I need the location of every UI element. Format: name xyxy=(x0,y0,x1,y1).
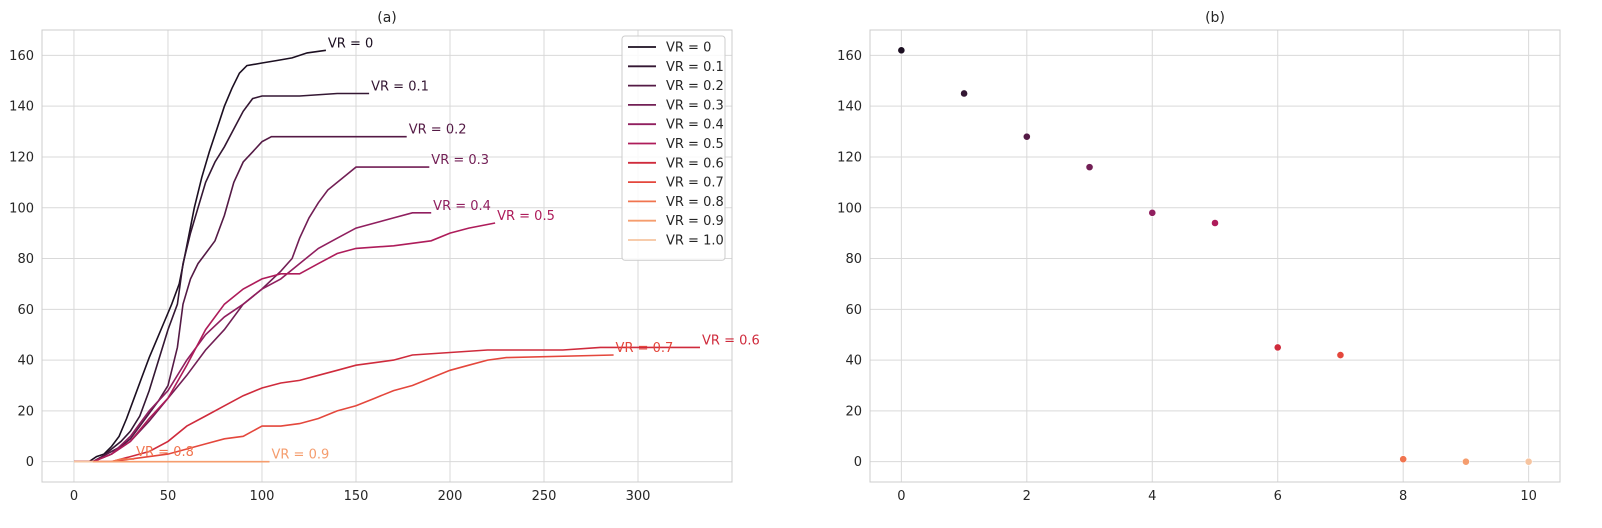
scatter-point xyxy=(1211,219,1219,227)
x-tick-label: 300 xyxy=(626,489,651,504)
series-end-label: VR = 0.7 xyxy=(616,341,674,356)
y-tick-label: 160 xyxy=(837,49,862,64)
x-tick-label: 2 xyxy=(1023,489,1031,504)
x-tick-label: 0 xyxy=(70,489,78,504)
series-line-0 xyxy=(74,49,327,463)
x-tick-label: 250 xyxy=(532,489,557,504)
y-tick-label: 40 xyxy=(845,354,862,369)
series-end-label: VR = 0.3 xyxy=(431,153,489,168)
plot-frame xyxy=(869,29,1561,483)
y-tick-label: 80 xyxy=(845,252,862,267)
scatter-point xyxy=(1462,457,1470,466)
x-tick-label: 0 xyxy=(897,489,905,504)
y-tick-label: 20 xyxy=(845,404,862,419)
legend-entry: VR = 0.9 xyxy=(666,214,724,229)
y-tick-label: 0 xyxy=(854,455,862,470)
chart-title: (a) xyxy=(377,10,397,26)
legend-entry: VR = 0.1 xyxy=(666,60,724,75)
series-end-label: VR = 0.4 xyxy=(433,199,491,214)
panel-a: 0 50 100 150 200 250 300 0 20 40 60 80 100 120 140 160 (… xyxy=(9,10,760,504)
series-end-label: VR = 0 xyxy=(328,36,373,51)
series-end-label: VR = 0.5 xyxy=(497,209,555,224)
x-tick-label: 6 xyxy=(1274,489,1282,504)
legend-entry: VR = 0 xyxy=(666,41,711,56)
scatter-point xyxy=(1524,457,1533,466)
legend-entry: VR = 0.2 xyxy=(666,79,724,94)
series-line-7 xyxy=(74,354,614,463)
x-tick-label: 200 xyxy=(438,489,463,504)
series-end-label: VR = 0.8 xyxy=(136,445,194,460)
y-tick-label: 20 xyxy=(17,404,34,419)
scatter-point xyxy=(1022,132,1031,141)
legend xyxy=(621,35,726,261)
scatter-point xyxy=(960,89,968,98)
y-tick-label: 0 xyxy=(26,455,34,470)
x-tick-label: 100 xyxy=(250,489,275,504)
y-tick-label: 100 xyxy=(837,201,862,216)
series-line-3 xyxy=(74,166,430,463)
scatter-point xyxy=(1148,208,1157,217)
chart-title: (b) xyxy=(1205,10,1225,26)
series-end-label: VR = 0.2 xyxy=(409,123,467,138)
x-tick-label: 8 xyxy=(1399,489,1407,504)
legend-entry: VR = 0.3 xyxy=(666,98,724,113)
series-end-label: VR = 0.6 xyxy=(702,333,760,348)
series-end-label: VR = 0.1 xyxy=(371,79,429,94)
series-line-4 xyxy=(74,212,432,463)
y-tick-label: 140 xyxy=(837,100,862,115)
scatter-point xyxy=(897,46,906,55)
y-tick-label: 120 xyxy=(9,150,34,165)
y-tick-label: 60 xyxy=(17,303,34,318)
y-tick-label: 100 xyxy=(9,201,34,216)
series-line-6 xyxy=(74,346,700,463)
y-tick-label: 80 xyxy=(17,252,34,267)
plot-frame xyxy=(41,29,733,483)
x-tick-label: 4 xyxy=(1148,489,1156,504)
x-tick-label: 10 xyxy=(1520,489,1537,504)
legend-entry: VR = 0.8 xyxy=(666,195,724,210)
legend-entry: VR = 0.7 xyxy=(666,176,724,191)
legend-entry: VR = 0.4 xyxy=(666,118,724,133)
series-line-1 xyxy=(74,92,370,463)
y-tick-label: 140 xyxy=(9,100,34,115)
legend-entry: VR = 0.5 xyxy=(666,137,724,152)
legend-entry: VR = 1.0 xyxy=(666,234,724,249)
scatter-point xyxy=(1336,351,1345,359)
series-line-5 xyxy=(74,222,496,463)
y-tick-label: 60 xyxy=(845,303,862,318)
x-tick-label: 150 xyxy=(344,489,369,504)
y-tick-label: 120 xyxy=(837,150,862,165)
scatter-point xyxy=(1399,455,1408,464)
legend-entry: VR = 0.6 xyxy=(666,156,724,171)
scatter-point xyxy=(1273,343,1282,352)
series-line-2 xyxy=(74,135,407,463)
y-tick-label: 40 xyxy=(17,354,34,369)
x-tick-label: 50 xyxy=(160,489,177,504)
scatter-point xyxy=(1085,163,1094,172)
series-end-label: VR = 0.9 xyxy=(271,448,329,463)
y-tick-label: 160 xyxy=(9,49,34,64)
